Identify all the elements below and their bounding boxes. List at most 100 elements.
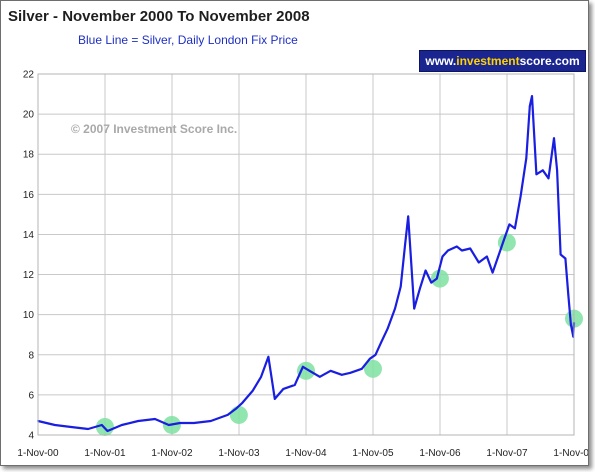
data-point — [282, 387, 285, 390]
data-point — [502, 239, 505, 242]
data-point — [386, 327, 389, 330]
data-point — [531, 95, 533, 97]
data-point — [308, 369, 311, 372]
data-point — [374, 353, 377, 356]
brand-prefix: www. — [425, 54, 457, 68]
data-point — [301, 365, 304, 368]
data-point — [541, 169, 544, 172]
data-point — [424, 269, 427, 272]
highlight-marker — [363, 359, 382, 378]
data-point — [70, 426, 73, 428]
y-axis-ticks: 4 6 8 10 12 14 16 18 20 22 — [23, 70, 35, 442]
data-point — [251, 389, 254, 392]
data-point — [564, 257, 567, 260]
data-point — [535, 173, 538, 176]
data-point — [399, 285, 402, 288]
brand-badge[interactable]: www.investmentscore.com — [419, 50, 586, 72]
y-tick-label: 20 — [23, 110, 35, 121]
data-point — [413, 307, 416, 310]
highlight-marker — [297, 361, 315, 380]
data-point — [167, 424, 170, 426]
data-point — [447, 249, 449, 252]
data-point — [106, 430, 109, 432]
data-point — [419, 287, 421, 290]
data-point — [120, 424, 123, 426]
data-point — [318, 375, 321, 378]
series-lines — [37, 94, 576, 433]
chart-subtitle: Blue Line = Silver, Daily London Fix Pri… — [78, 33, 298, 47]
data-point — [340, 373, 343, 376]
data-point — [87, 428, 89, 430]
data-point — [137, 420, 140, 422]
y-tick-label: 6 — [28, 390, 34, 401]
data-point — [556, 169, 559, 172]
data-point — [553, 137, 555, 140]
data-point — [477, 261, 480, 264]
data-point — [154, 418, 156, 420]
highlight-marker — [430, 269, 449, 288]
data-point — [193, 422, 195, 424]
data-point — [394, 307, 396, 310]
data-point — [508, 223, 511, 226]
data-point — [293, 383, 296, 386]
chart-title: Silver - November 2000 To November 2008 — [8, 8, 310, 25]
data-point — [234, 408, 237, 410]
data-point — [260, 375, 262, 378]
data-point — [455, 245, 458, 248]
brand-suffix: score.com — [519, 54, 580, 68]
x-tick-label: 1-Nov-05 — [352, 448, 394, 459]
data-point — [241, 402, 244, 404]
data-point — [547, 177, 550, 180]
data-point — [368, 357, 371, 360]
x-tick-label: 1-Nov-02 — [151, 448, 193, 459]
brand-accent: investment — [456, 54, 520, 68]
data-point — [267, 355, 270, 358]
data-point — [525, 157, 528, 160]
data-point — [226, 414, 229, 416]
highlight-markers — [95, 233, 583, 436]
plot-area: © 2007 Investment Score Inc. 4 6 8 10 12 14 16… — [17, 70, 588, 460]
data-point — [349, 371, 352, 374]
y-tick-label: 18 — [23, 150, 35, 161]
y-tick-label: 14 — [23, 230, 35, 241]
highlight-marker — [229, 405, 248, 424]
data-point — [528, 105, 531, 107]
data-point — [441, 255, 444, 258]
data-point — [519, 195, 522, 198]
data-point — [407, 215, 410, 218]
x-axis-ticks: 1-Nov-00 1-Nov-01 1-Nov-02 1-Nov-03 1-Nov-04… — [17, 448, 588, 459]
data-point — [273, 398, 276, 400]
x-tick-label: 1-Nov-01 — [84, 448, 126, 459]
y-tick-label: 10 — [23, 310, 35, 321]
x-tick-label: 1-Nov-04 — [285, 448, 327, 459]
data-point — [461, 249, 463, 252]
x-tick-label: 1-Nov-00 — [17, 448, 59, 459]
data-point — [404, 243, 406, 246]
y-tick-label: 8 — [28, 350, 34, 361]
x-tick-label: 1-Nov-06 — [419, 448, 461, 459]
y-tick-label: 16 — [23, 190, 35, 201]
x-tick-label: 1-Nov-07 — [486, 448, 528, 459]
data-point — [559, 253, 562, 256]
watermark-text: © 2007 Investment Score Inc. — [71, 122, 237, 136]
data-point — [100, 424, 103, 426]
chart-frame: Silver - November 2000 To November 2008 … — [0, 0, 589, 466]
data-point — [435, 277, 438, 280]
data-point — [329, 369, 332, 372]
data-point — [514, 227, 516, 230]
data-point — [360, 367, 363, 370]
data-point — [209, 420, 212, 422]
data-point — [491, 271, 494, 274]
y-tick-label: 12 — [23, 270, 35, 281]
data-point — [497, 255, 500, 258]
x-tick-label: 1-Nov-08 — [553, 448, 588, 459]
data-point — [430, 281, 433, 284]
data-point — [469, 247, 472, 250]
plot-border — [37, 73, 575, 436]
data-point — [567, 293, 570, 296]
x-tick-label: 1-Nov-03 — [218, 448, 260, 459]
data-point — [485, 255, 488, 258]
data-point — [380, 341, 382, 344]
data-point — [53, 424, 56, 426]
y-tick-label: 4 — [28, 431, 34, 442]
